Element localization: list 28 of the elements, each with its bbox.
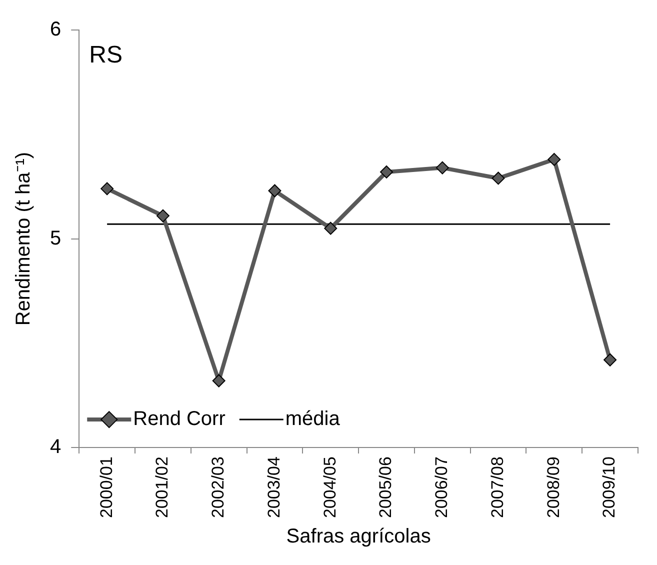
legend-label: média: [285, 408, 341, 430]
annotation: RS: [89, 42, 122, 69]
y-tick-label: 6: [50, 18, 62, 41]
x-tick-label: 2005/06: [376, 456, 396, 518]
x-tick-label: 2008/09: [544, 456, 563, 518]
x-tick-label: 2001/02: [152, 456, 172, 518]
x-tick-label: 2004/05: [320, 456, 340, 518]
point: [156, 209, 170, 222]
x-axis-title: Safras agrícolas: [286, 526, 431, 548]
point: [100, 182, 114, 196]
x-tick-label: 2000/01: [96, 456, 116, 518]
x-tick-label: 2007/08: [488, 456, 507, 518]
y-tick-label: 4: [50, 436, 62, 458]
y-tick-label: 5: [50, 227, 62, 250]
point: [212, 374, 226, 388]
point: [380, 165, 394, 178]
point: [324, 222, 338, 235]
point: [436, 161, 449, 174]
y-axis-title: Rendimento (t ha⁻¹): [12, 152, 35, 326]
point: [492, 172, 505, 185]
x-tick-label: 2006/07: [432, 456, 452, 518]
legend-label: Rend Corr: [133, 408, 226, 430]
x-tick-label: 2002/03: [208, 456, 228, 518]
x-tick-label: 2009/10: [600, 456, 619, 518]
point: [604, 353, 617, 366]
point: [268, 184, 282, 198]
point: [548, 152, 561, 166]
x-tick-label: 2003/04: [264, 456, 284, 518]
